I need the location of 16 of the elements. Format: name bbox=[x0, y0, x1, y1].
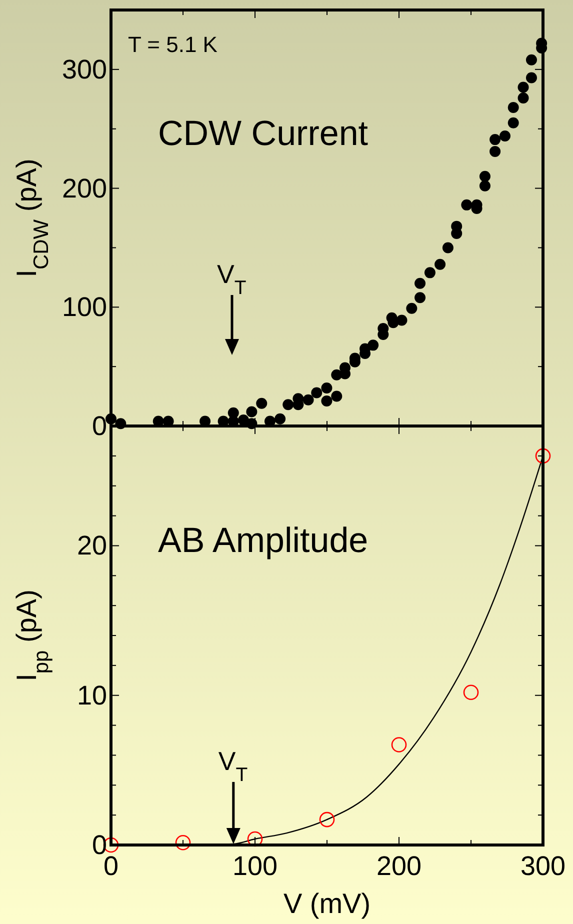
y-tick-label: 20 bbox=[76, 530, 107, 561]
y-tick-label: 200 bbox=[62, 173, 107, 204]
y-tick-label: 100 bbox=[62, 292, 107, 322]
y-tick-label: 10 bbox=[76, 680, 107, 710]
annotation: AB Amplitude bbox=[158, 521, 368, 560]
annotation: CDW Current bbox=[158, 114, 368, 153]
annotation: V$_{T}$ bbox=[217, 259, 246, 299]
y-tick-label: 300 bbox=[62, 54, 107, 84]
x-tick-label: 100 bbox=[232, 851, 278, 881]
x-tick-label: 300 bbox=[520, 851, 566, 881]
x-tick-label: 200 bbox=[376, 851, 422, 881]
y-tick-label: 0 bbox=[92, 411, 107, 441]
annotation: T = 5.1 K bbox=[128, 32, 218, 57]
y-tick-label: 0 bbox=[92, 830, 107, 860]
x-axis-title: V (mV) bbox=[283, 888, 371, 919]
annotation: V$_{T}$ bbox=[218, 746, 248, 786]
